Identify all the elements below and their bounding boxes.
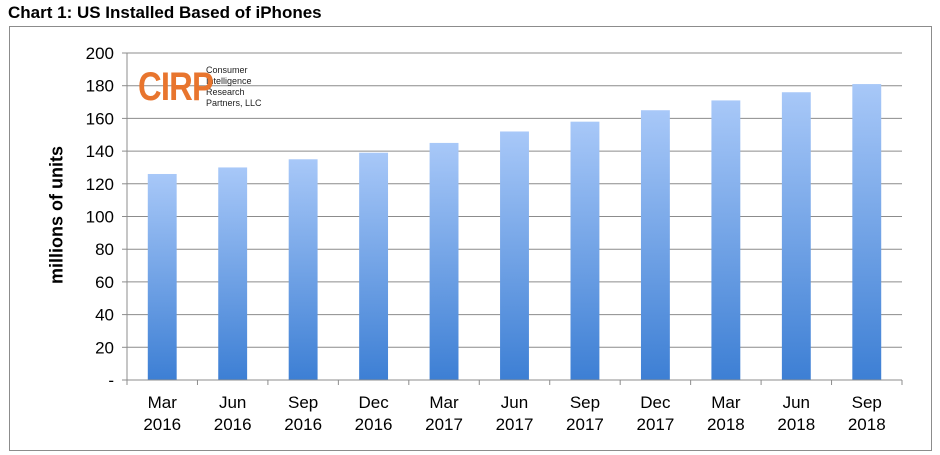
x-tick-label-year: 2018 [707, 415, 745, 434]
y-tick-label: 20 [95, 338, 114, 357]
x-tick-label-month: Mar [148, 393, 178, 412]
y-tick-label: 180 [86, 77, 114, 96]
x-tick-label-year: 2017 [636, 415, 674, 434]
x-tick-label-year: 2016 [143, 415, 181, 434]
chart-frame [9, 26, 932, 451]
bar [640, 110, 670, 380]
bar [500, 131, 529, 380]
cirp-logo: CIRP Consumer Intelligence Research Part… [138, 63, 262, 111]
y-tick-label: 80 [95, 240, 114, 259]
bar [147, 173, 177, 380]
x-tick-label-month: Sep [570, 393, 600, 412]
x-tick-label-month: Sep [852, 393, 882, 412]
x-tick-label-year: 2017 [496, 415, 534, 434]
y-tick-label: 40 [95, 306, 114, 325]
bar [288, 159, 318, 380]
logo-text: Consumer Intelligence Research Partners,… [206, 65, 262, 109]
y-tick-label: 140 [86, 142, 114, 161]
y-axis-label: millions of units [46, 146, 67, 284]
x-tick-label-year: 2016 [284, 415, 322, 434]
x-tick-label-year: 2017 [425, 415, 463, 434]
x-tick-label-month: Jun [783, 393, 810, 412]
x-tick-label-month: Jun [501, 393, 528, 412]
y-tick-label: 200 [86, 44, 114, 63]
y-tick-label: 120 [86, 175, 114, 194]
chart-title: Chart 1: US Installed Based of iPhones [8, 3, 322, 22]
x-tick-label-month: Dec [358, 393, 389, 412]
bar [359, 152, 389, 380]
y-tick-label: - [108, 371, 114, 390]
y-tick-label: 60 [95, 273, 114, 292]
x-tick-label-month: Jun [219, 393, 246, 412]
logo-line: Intelligence [206, 76, 252, 86]
bar [711, 100, 741, 380]
bar [429, 142, 459, 380]
x-tick-label-year: 2018 [848, 415, 886, 434]
x-tick-label-year: 2017 [566, 415, 604, 434]
bar [218, 167, 248, 380]
logo-mark: CIRP [138, 65, 214, 109]
bar [781, 92, 811, 381]
x-tick-label-year: 2016 [214, 415, 252, 434]
y-tick-label: 100 [86, 208, 114, 227]
x-tick-label-month: Mar [711, 393, 741, 412]
x-tick-label-month: Dec [640, 393, 671, 412]
x-tick-label-month: Mar [429, 393, 459, 412]
logo-line: Research [206, 87, 245, 97]
bar [852, 84, 882, 380]
y-tick-label: 160 [86, 109, 114, 128]
x-tick-label-year: 2016 [355, 415, 393, 434]
bar [570, 121, 600, 381]
logo-line: Partners, LLC [206, 98, 262, 108]
x-tick-label-month: Sep [288, 393, 318, 412]
logo-line: Consumer [206, 65, 248, 75]
x-tick-label-year: 2018 [777, 415, 815, 434]
